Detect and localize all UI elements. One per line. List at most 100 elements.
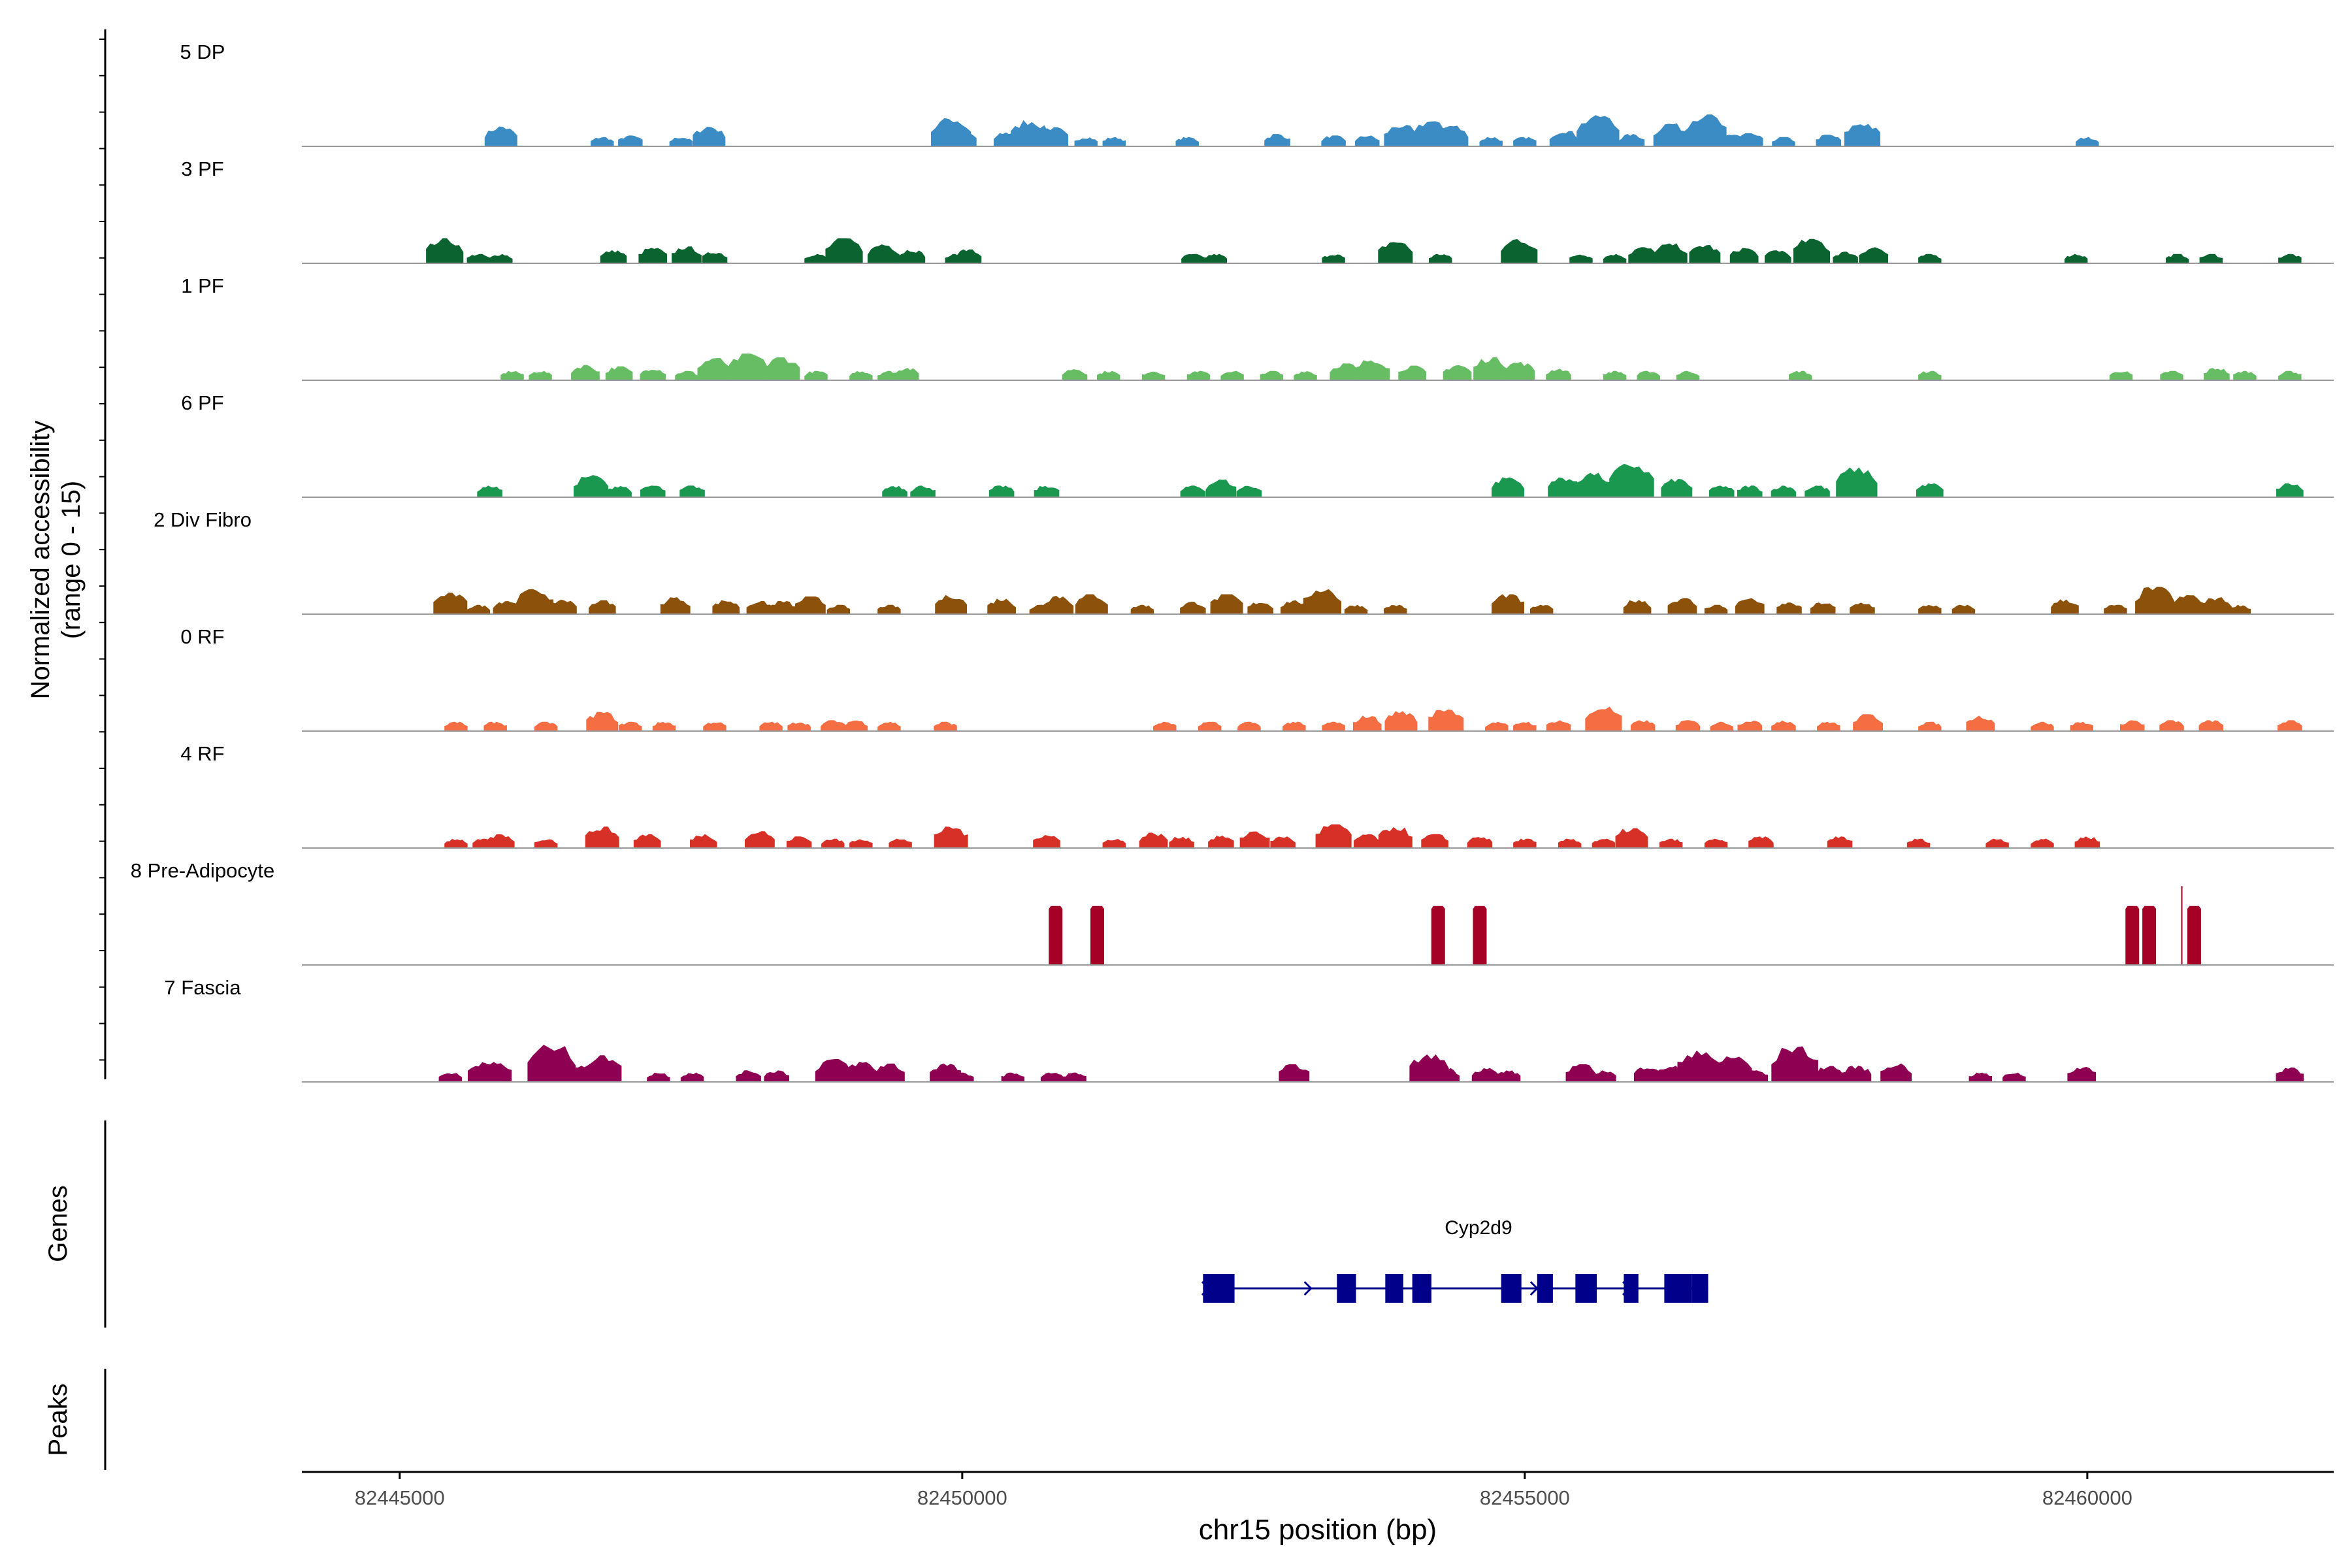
gene-exon (1691, 1274, 1708, 1303)
peak (483, 721, 507, 732)
peak (910, 485, 936, 498)
peak (2201, 597, 2232, 615)
peak (2187, 906, 2201, 966)
peak (1501, 238, 1538, 264)
peak (935, 595, 968, 615)
gene-exon (1537, 1274, 1553, 1303)
peak (1805, 485, 1830, 498)
peak (1036, 127, 1069, 147)
track-2-div-fibro: 2 Div Fibro (154, 508, 2334, 615)
peak (1737, 721, 1763, 732)
peak (759, 721, 783, 732)
strand-arrow (1529, 1281, 1539, 1296)
peak (489, 253, 513, 264)
peak (1814, 1066, 1844, 1083)
peak (1492, 594, 1525, 615)
peak (1710, 721, 1733, 732)
peak (1764, 250, 1791, 264)
peak (764, 1070, 790, 1083)
track-5-dp: 5 DP (180, 41, 2334, 147)
track-label: 0 RF (180, 625, 224, 648)
peak (2172, 595, 2205, 615)
peak (764, 357, 800, 381)
peak (1513, 721, 1537, 732)
peak (1001, 1072, 1025, 1083)
peak (619, 721, 642, 732)
peak (1049, 906, 1063, 966)
peak (2159, 720, 2184, 732)
gene-exon (1385, 1274, 1403, 1303)
peak (1585, 706, 1622, 732)
peak (1479, 137, 1503, 147)
x-axis-tick-label: 82455000 (1480, 1486, 1570, 1509)
coverage-y-axis-ticks (99, 39, 105, 1061)
peak (1139, 832, 1168, 849)
peak (1842, 1066, 1872, 1083)
peak (1810, 602, 1836, 615)
peak (680, 1072, 704, 1083)
peak (1742, 1070, 1769, 1083)
peak (1968, 1072, 1993, 1083)
peak (1952, 604, 1976, 615)
peak (1495, 1070, 1521, 1083)
peak (477, 485, 502, 498)
peak (1850, 602, 1875, 615)
peak (826, 604, 851, 615)
peak (728, 353, 768, 381)
x-axis-ticks: 82445000 82450000 82455000 82460000 (355, 1472, 2132, 1509)
peak (466, 604, 491, 615)
peak (1042, 595, 1074, 615)
peak (1603, 253, 1627, 264)
peak (1503, 361, 1535, 381)
peak (1549, 131, 1579, 147)
peak (487, 834, 515, 849)
peak (638, 248, 668, 264)
peak (2278, 370, 2302, 381)
peak (2031, 721, 2054, 732)
peak (1817, 721, 1840, 732)
peak (1279, 1064, 1310, 1083)
peak (1353, 834, 1381, 849)
peak (867, 244, 900, 264)
peak (1236, 485, 1262, 498)
peak (1623, 600, 1652, 615)
peak (2204, 368, 2230, 381)
peak (987, 598, 1017, 615)
peak (1661, 478, 1693, 498)
peak (1591, 1070, 1616, 1083)
peak (1771, 1046, 1819, 1083)
track-1-pf: 1 PF (181, 274, 2334, 381)
x-axis-tick-label: 82460000 (2042, 1486, 2132, 1509)
track-label: 5 DP (180, 41, 225, 63)
peak (786, 836, 812, 849)
peak (1090, 906, 1104, 966)
peak (1492, 477, 1525, 498)
peak (2160, 370, 2183, 381)
peak (1203, 253, 1227, 264)
peak (1836, 467, 1878, 498)
gene-exon (1664, 1274, 1691, 1303)
peak (426, 238, 464, 264)
track-0-rf: 0 RF (180, 625, 2334, 732)
peak (1282, 721, 1306, 732)
peak (849, 839, 873, 849)
peak (1435, 125, 1469, 147)
peak (768, 600, 796, 615)
peak (1034, 485, 1060, 498)
peak (712, 600, 740, 615)
peak (1776, 602, 1802, 615)
peak (1384, 604, 1407, 615)
peak (1569, 254, 1593, 264)
peak (1467, 837, 1493, 849)
track-6-pf: 6 PF (181, 391, 2334, 498)
peak (892, 368, 919, 381)
peak (1247, 602, 1274, 615)
peak (484, 126, 517, 147)
track-label: 4 RF (180, 742, 224, 765)
peak (1637, 370, 1661, 381)
peak (438, 1073, 463, 1083)
peak (2125, 906, 2140, 966)
peak (1074, 137, 1098, 147)
peak (1378, 826, 1413, 849)
peak (697, 358, 732, 381)
